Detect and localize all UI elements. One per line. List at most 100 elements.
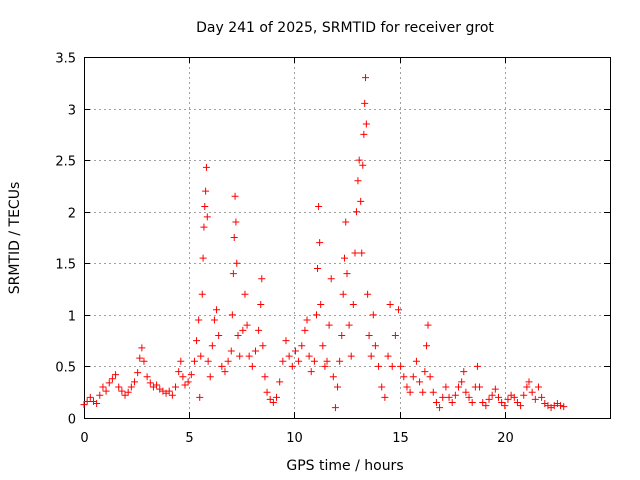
data-point-plus-marker bbox=[232, 218, 240, 226]
data-point-plus-marker bbox=[364, 290, 372, 298]
data-point-plus-marker bbox=[312, 311, 320, 319]
data-point-plus-marker bbox=[130, 378, 138, 386]
data-point-plus-marker bbox=[99, 383, 107, 391]
data-point-plus-marker bbox=[520, 391, 528, 399]
data-point-plus-marker bbox=[395, 306, 403, 314]
data-point-plus-marker bbox=[291, 347, 299, 355]
data-point-plus-marker bbox=[263, 388, 271, 396]
data-point-plus-marker bbox=[201, 203, 209, 211]
data-point-plus-marker bbox=[248, 362, 256, 370]
data-point-plus-marker bbox=[345, 321, 353, 329]
data-point-plus-marker bbox=[221, 368, 229, 376]
data-point-plus-marker bbox=[359, 161, 367, 169]
data-point-plus-marker bbox=[397, 362, 405, 370]
data-point-plus-marker bbox=[381, 393, 389, 401]
x-tick-label: 5 bbox=[185, 431, 193, 446]
data-point-plus-marker bbox=[115, 383, 123, 391]
data-point-plus-marker bbox=[177, 357, 185, 365]
data-point-plus-marker bbox=[347, 352, 355, 360]
data-point-plus-marker bbox=[485, 395, 493, 403]
data-point-plus-marker bbox=[528, 388, 536, 396]
data-point-plus-marker bbox=[251, 347, 259, 355]
data-point-plus-marker bbox=[96, 391, 104, 399]
data-point-plus-marker bbox=[315, 203, 323, 211]
data-point-plus-marker bbox=[367, 352, 375, 360]
data-point-plus-marker bbox=[86, 393, 94, 401]
data-point-plus-marker bbox=[329, 373, 337, 381]
data-point-plus-marker bbox=[465, 393, 473, 401]
x-tick-label: 10 bbox=[286, 431, 303, 446]
data-point-plus-marker bbox=[153, 381, 161, 389]
data-point-plus-marker bbox=[448, 399, 456, 407]
data-point-plus-marker bbox=[266, 395, 274, 403]
data-point-plus-marker bbox=[357, 197, 365, 205]
data-point-plus-marker bbox=[165, 387, 173, 395]
plot-area-border bbox=[84, 57, 611, 419]
data-point-plus-marker bbox=[340, 254, 348, 262]
data-point-plus-marker bbox=[378, 383, 386, 391]
data-point-plus-marker bbox=[301, 326, 309, 334]
data-point-plus-marker bbox=[93, 400, 101, 408]
data-point-plus-marker bbox=[136, 354, 144, 362]
data-point-plus-marker bbox=[258, 275, 266, 283]
data-point-plus-marker bbox=[168, 391, 176, 399]
data-point-plus-marker bbox=[412, 357, 420, 365]
data-point-plus-marker bbox=[231, 192, 239, 200]
data-point-plus-marker bbox=[187, 371, 195, 379]
data-point-plus-marker bbox=[455, 383, 463, 391]
data-point-plus-marker bbox=[239, 326, 247, 334]
data-point-plus-marker bbox=[338, 331, 346, 339]
data-point-plus-marker bbox=[282, 337, 290, 345]
data-point-plus-marker bbox=[243, 321, 251, 329]
data-point-plus-marker bbox=[423, 342, 431, 350]
data-point-plus-marker bbox=[276, 378, 284, 386]
data-point-plus-marker bbox=[172, 383, 180, 391]
data-point-plus-marker bbox=[197, 352, 205, 360]
data-point-plus-marker bbox=[175, 368, 183, 376]
data-point-plus-marker bbox=[208, 342, 216, 350]
data-point-plus-marker bbox=[488, 391, 496, 399]
data-point-plus-marker bbox=[473, 362, 481, 370]
y-tick-label: 1 bbox=[68, 310, 76, 325]
data-point-plus-marker bbox=[513, 399, 521, 407]
data-point-plus-marker bbox=[349, 301, 357, 309]
grid-lines bbox=[84, 57, 610, 418]
data-point-plus-marker bbox=[557, 402, 565, 410]
data-point-plus-marker bbox=[83, 397, 91, 405]
y-tick-label: 0.5 bbox=[55, 361, 76, 376]
data-point-plus-marker bbox=[354, 177, 362, 185]
data-point-plus-marker bbox=[365, 331, 373, 339]
data-point-plus-marker bbox=[360, 130, 368, 138]
data-point-plus-marker bbox=[146, 379, 154, 387]
data-point-plus-marker bbox=[190, 357, 198, 365]
data-point-plus-marker bbox=[255, 326, 263, 334]
data-point-plus-marker bbox=[498, 399, 506, 407]
data-point-plus-marker bbox=[179, 373, 187, 381]
data-point-plus-marker bbox=[224, 357, 232, 365]
data-point-plus-marker bbox=[523, 383, 531, 391]
data-point-plus-marker bbox=[361, 99, 369, 107]
data-point-plus-marker bbox=[215, 331, 223, 339]
data-point-plus-marker bbox=[102, 387, 110, 395]
data-point-plus-marker bbox=[321, 362, 329, 370]
data-point-plus-marker bbox=[314, 264, 322, 272]
data-point-plus-marker bbox=[229, 270, 237, 278]
data-point-plus-marker bbox=[436, 404, 444, 412]
data-point-plus-marker bbox=[127, 383, 135, 391]
data-point-plus-marker bbox=[355, 156, 363, 164]
data-point-plus-marker bbox=[339, 290, 347, 298]
data-point-plus-marker bbox=[195, 316, 203, 324]
data-point-plus-marker bbox=[234, 331, 242, 339]
data-point-plus-marker bbox=[400, 373, 408, 381]
data-point-plus-marker bbox=[510, 393, 518, 401]
y-tick-label: 1.5 bbox=[55, 258, 76, 273]
data-point-plus-marker bbox=[406, 388, 414, 396]
data-point-plus-marker bbox=[230, 234, 238, 241]
data-point-plus-marker bbox=[288, 362, 296, 370]
data-point-plus-marker bbox=[445, 393, 453, 401]
data-point-plus-marker bbox=[279, 357, 287, 365]
data-point-plus-marker bbox=[204, 357, 212, 365]
data-point-plus-marker bbox=[476, 383, 484, 391]
data-point-plus-marker bbox=[458, 378, 466, 386]
